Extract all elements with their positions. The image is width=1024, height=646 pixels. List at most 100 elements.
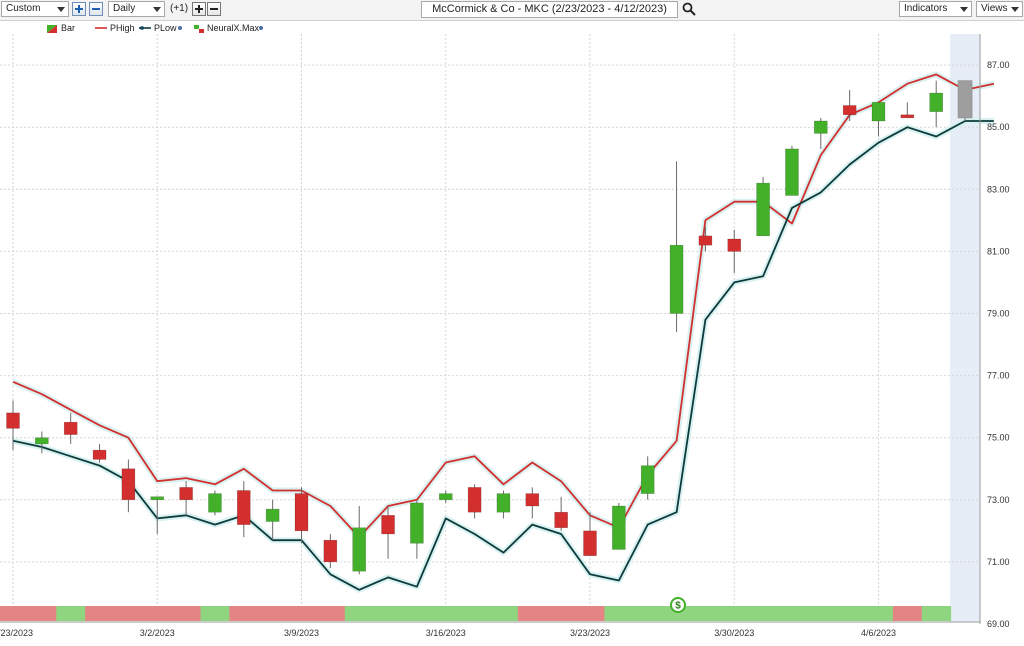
- candle: [352, 506, 367, 575]
- x-tick-label: 3/2/2023: [140, 628, 175, 638]
- neuralx-strip-segment: [489, 606, 519, 621]
- candle: [496, 490, 511, 519]
- candle: [410, 499, 424, 559]
- candle: [842, 89, 857, 121]
- candle-body: [496, 493, 511, 513]
- candle-body: [640, 465, 655, 494]
- y-tick-label: 87.00: [987, 60, 1010, 70]
- candle: [63, 412, 78, 444]
- legend-label: PHigh: [110, 23, 135, 33]
- candle: [179, 481, 193, 516]
- y-tick-label: 71.00: [987, 557, 1010, 567]
- candle: [6, 400, 20, 451]
- series-glow: [12, 118, 994, 593]
- candle-body: [352, 527, 367, 572]
- candle-body: [323, 539, 338, 563]
- candle-body: [265, 508, 280, 522]
- neuralx-strip-segment: [690, 606, 721, 621]
- candle: [237, 481, 251, 538]
- candle-body: [294, 493, 309, 532]
- y-tick-label: 79.00: [987, 309, 1010, 319]
- candle-body: [381, 515, 395, 535]
- interval-select[interactable]: Daily: [108, 1, 165, 17]
- candle: [121, 459, 136, 513]
- chevron-down-icon: [153, 7, 161, 12]
- zoom-in-button[interactable]: [72, 2, 86, 16]
- settings-dot-icon[interactable]: [178, 26, 182, 30]
- candle-body: [179, 487, 193, 501]
- candle-body: [525, 493, 540, 507]
- search-icon[interactable]: [682, 2, 696, 16]
- chart-title: McCormick & Co - MKC (2/23/2023 - 4/12/2…: [432, 3, 667, 15]
- line-swatch-icon: [95, 27, 107, 29]
- neuralx-strip-segment: [229, 606, 259, 621]
- candle: [35, 431, 49, 454]
- candle-body: [121, 468, 136, 501]
- neuralx-strip-segment: [315, 606, 346, 621]
- x-tick-label: 3/23/2023: [570, 628, 610, 638]
- neuralx-strip-segment: [287, 606, 317, 621]
- neuralx-strip-segment: [748, 606, 779, 621]
- y-tick-label: 81.00: [987, 246, 1010, 256]
- candle: [150, 496, 165, 534]
- period-select-value: Custom: [6, 3, 41, 14]
- candle-body: [92, 449, 107, 460]
- y-tick-label: 75.00: [987, 433, 1010, 443]
- line-swatch-icon: [139, 27, 151, 29]
- symbol-title-field[interactable]: McCormick & Co - MKC (2/23/2023 - 4/12/2…: [421, 1, 678, 18]
- neuralx-strip-segment: [921, 606, 952, 621]
- y-tick-label: 73.00: [987, 495, 1010, 505]
- candle-body: [785, 148, 799, 196]
- legend-label: Bar: [61, 23, 76, 33]
- series-glow: [11, 71, 995, 541]
- candle: [785, 145, 799, 196]
- neuralx-strip-segment: [546, 606, 577, 621]
- candle-body: [929, 92, 944, 112]
- neuralx-strip-segment: [575, 606, 605, 621]
- chevron-down-icon: [960, 7, 968, 12]
- candle: [467, 484, 482, 519]
- neuralx-strip-segment: [864, 606, 894, 621]
- candle: [640, 456, 655, 500]
- neuralx-strip-segment: [835, 606, 865, 621]
- candle-body: [871, 102, 886, 122]
- candle: [294, 487, 309, 544]
- views-dropdown[interactable]: Views: [976, 1, 1023, 17]
- candle-body: [756, 182, 770, 237]
- candle: [381, 506, 395, 559]
- candle: [438, 490, 453, 503]
- offset-label: (+1): [170, 3, 189, 14]
- candle-body: [612, 505, 626, 550]
- x-tick-label: 3/9/2023: [284, 628, 319, 638]
- settings-dot-icon[interactable]: [259, 26, 263, 30]
- candle: [265, 499, 280, 541]
- current-bar-highlight: [950, 34, 981, 622]
- neuralx-strip-segment: [0, 606, 28, 621]
- neuralx-strip-segment: [344, 606, 375, 621]
- candle: [208, 490, 222, 516]
- neuralx-strip-segment: [517, 606, 548, 621]
- candle-body: [583, 530, 597, 556]
- offset-decrease-button[interactable]: [207, 2, 221, 16]
- zoom-out-button[interactable]: [89, 2, 103, 16]
- candle-body: [900, 114, 915, 119]
- neuralx-strip-segment: [633, 606, 663, 621]
- x-tick-label: 3/30/2023: [714, 628, 754, 638]
- candle-body: [63, 421, 78, 435]
- indicators-label: Indicators: [904, 3, 948, 14]
- chart-toolbar: Custom Daily (+1) McCormick & Co - MKC (…: [0, 0, 1024, 21]
- series-line-phigh: [12, 73, 995, 538]
- offset-increase-button[interactable]: [192, 2, 206, 16]
- neuralx-strip-segment: [777, 606, 807, 621]
- candle-body: [698, 235, 713, 246]
- candle-body: [208, 493, 222, 513]
- candle-body: [554, 511, 568, 529]
- candle-body: [438, 493, 453, 501]
- indicators-dropdown[interactable]: Indicators: [899, 1, 972, 17]
- neuralx-strip-segment: [56, 606, 86, 621]
- neuralx-strip-segment: [892, 606, 923, 621]
- candle: [554, 496, 568, 531]
- neuralx-strip-segment: [604, 606, 634, 621]
- period-select[interactable]: Custom: [1, 1, 69, 17]
